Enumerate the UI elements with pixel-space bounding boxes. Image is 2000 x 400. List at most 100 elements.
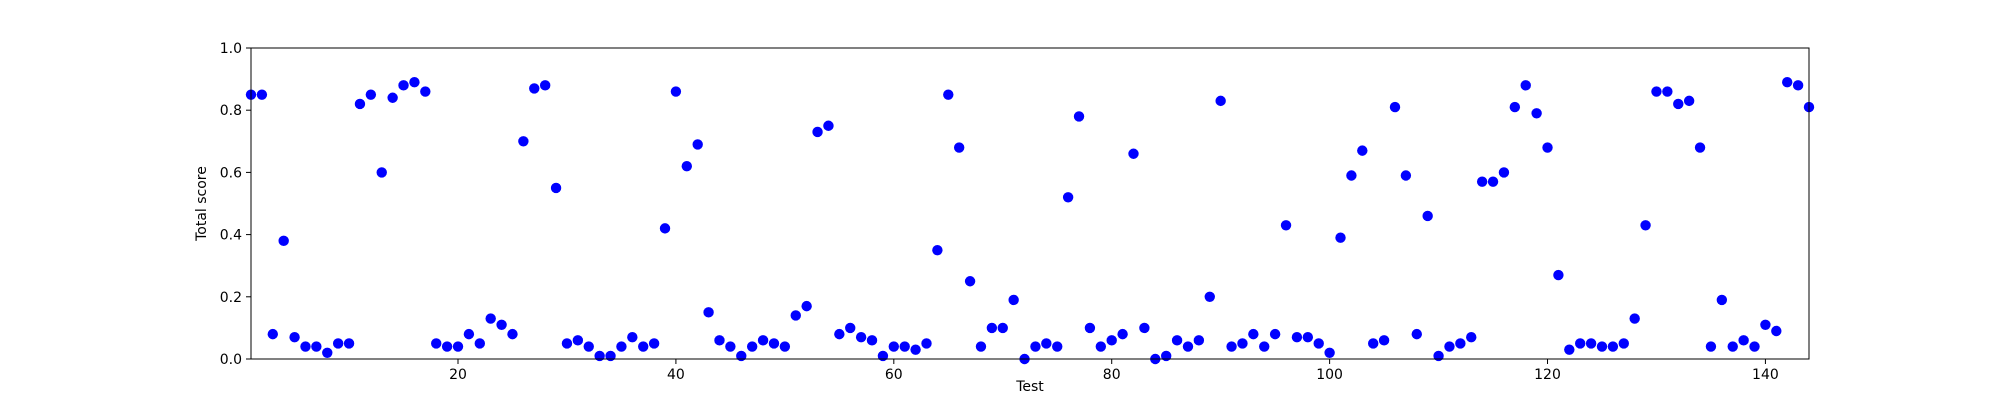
data-point (1248, 328, 1259, 340)
data-point (1259, 341, 1270, 352)
data-point (1041, 338, 1052, 349)
data-point (1106, 335, 1117, 346)
data-point (768, 338, 780, 349)
data-point (496, 319, 507, 330)
data-point (703, 307, 714, 318)
data-point (1618, 338, 1629, 349)
data-point (332, 338, 344, 349)
data-point (561, 338, 573, 349)
data-point (256, 89, 268, 100)
y-tick-label: 0.4 (220, 228, 242, 244)
y-tick-label: 0.8 (220, 103, 242, 119)
data-point (398, 80, 409, 91)
x-axis-ticks: 20 40 60 80 100 120 140 (449, 359, 1779, 383)
data-point (1073, 111, 1085, 122)
data-point (779, 341, 791, 352)
data-point (485, 313, 496, 324)
data-point (1705, 341, 1717, 352)
data-point (1160, 350, 1172, 362)
data-point (572, 335, 584, 346)
data-point (921, 338, 932, 349)
data-point (725, 341, 736, 352)
data-point (943, 89, 954, 100)
data-point (1629, 313, 1640, 324)
data-point (1335, 232, 1346, 243)
data-point (1324, 347, 1335, 358)
data-point (714, 335, 725, 346)
data-point (1771, 325, 1782, 337)
data-point (322, 347, 333, 358)
data-point (855, 332, 867, 343)
data-point (1651, 86, 1662, 97)
data-point (627, 332, 638, 343)
y-tick-label: 1.0 (220, 41, 242, 57)
data-point (1673, 98, 1684, 110)
data-point (420, 86, 431, 97)
data-point (605, 350, 616, 362)
x-tick-label: 140 (1752, 367, 1779, 383)
x-axis-label: Test (1015, 379, 1044, 395)
data-point (1346, 170, 1357, 181)
data-point (746, 341, 758, 352)
data-point (953, 142, 965, 153)
data-point (1193, 335, 1205, 346)
data-point (1542, 142, 1553, 153)
x-tick-label: 60 (885, 367, 903, 383)
data-point (1215, 95, 1226, 107)
data-point (1433, 350, 1444, 362)
data-point (1683, 95, 1695, 107)
plot-frame (250, 47, 1810, 360)
data-point (1139, 322, 1150, 334)
data-point (1237, 338, 1248, 349)
data-point (877, 350, 889, 362)
data-point (1585, 338, 1597, 349)
data-point (1476, 176, 1488, 187)
data-point (1117, 328, 1128, 340)
data-point (278, 235, 289, 247)
data-point (1062, 192, 1074, 203)
data-point (409, 77, 420, 88)
data-point (899, 341, 910, 352)
data-point (1204, 291, 1215, 302)
data-point (518, 136, 529, 147)
data-point (1280, 220, 1292, 231)
data-point (529, 83, 540, 94)
data-point (1422, 210, 1433, 222)
data-point (1509, 101, 1521, 113)
data-point (1466, 332, 1477, 343)
data-point (1662, 86, 1673, 97)
data-point (1291, 332, 1303, 343)
data-point (1182, 341, 1194, 352)
data-point (1738, 335, 1749, 346)
data-point (1378, 335, 1390, 346)
data-point (583, 341, 594, 352)
data-point (1553, 269, 1564, 281)
y-axis-label: Total score (194, 166, 210, 242)
data-point (431, 338, 442, 349)
data-point (300, 341, 311, 352)
data-point (812, 126, 823, 138)
data-point (474, 338, 485, 349)
data-point (801, 300, 812, 312)
y-axis-ticks: 0.0 0.2 0.4 0.6 0.8 1.0 (220, 41, 251, 368)
data-point (365, 89, 377, 100)
data-point (1564, 344, 1575, 355)
data-point (376, 167, 387, 178)
data-point (659, 223, 671, 234)
x-tick-label: 40 (667, 367, 685, 383)
x-tick-label: 120 (1534, 367, 1561, 383)
data-point (311, 341, 322, 352)
data-point (648, 338, 660, 349)
data-point (354, 98, 366, 110)
data-point (670, 86, 682, 97)
data-point (343, 338, 355, 349)
data-point (1008, 294, 1019, 306)
data-point (964, 276, 976, 287)
data-point (910, 344, 921, 355)
data-point (1269, 328, 1281, 340)
data-point (507, 328, 518, 340)
data-point (1455, 338, 1466, 349)
data-point (550, 182, 562, 194)
data-point (1368, 338, 1379, 349)
x-tick-label: 20 (449, 367, 467, 383)
